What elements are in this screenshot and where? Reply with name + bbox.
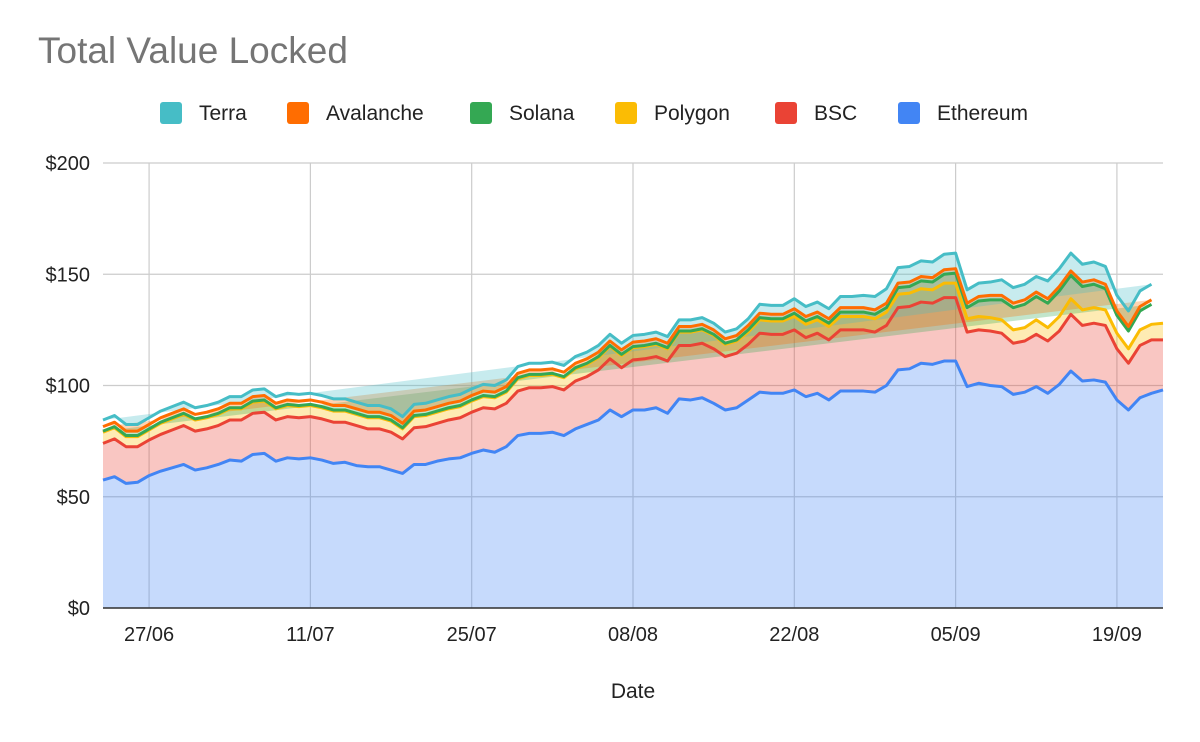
legend-label: Avalanche	[326, 102, 424, 125]
y-tick-label: $200	[46, 153, 91, 175]
legend-swatch	[898, 102, 920, 124]
grid	[103, 162, 1163, 609]
line-solana[interactable]	[102, 271, 1153, 438]
area-ethereum	[103, 361, 1163, 608]
x-tick-label: 25/07	[447, 624, 497, 646]
x-tick-label: 27/06	[124, 624, 174, 646]
legend[interactable]: Terra Avalanche Solana Polygon BSC Ethereum	[160, 102, 1028, 125]
legend-item-terra[interactable]: Terra	[160, 102, 247, 125]
y-tick-label: $0	[68, 598, 90, 620]
y-tick-label: $100	[46, 376, 91, 398]
legend-swatch	[287, 102, 309, 124]
legend-swatch	[775, 102, 797, 124]
line-avalanche[interactable]	[102, 267, 1153, 433]
y-tick-label: $50	[57, 487, 90, 509]
legend-label: BSC	[814, 102, 857, 125]
legend-item-polygon[interactable]: Polygon	[615, 102, 730, 125]
x-tick-label: 11/07	[286, 624, 335, 646]
legend-item-solana[interactable]: Solana	[470, 102, 575, 125]
area-solana	[103, 273, 1152, 436]
y-tick-label: $150	[46, 264, 91, 286]
x-tick-label: 22/08	[769, 624, 819, 646]
legend-swatch	[470, 102, 492, 124]
x-axis-label: Date	[611, 680, 655, 703]
x-tick-label: 05/09	[931, 624, 981, 646]
series-lines	[102, 251, 1164, 485]
area-bsc	[103, 297, 1163, 484]
line-bsc[interactable]	[102, 296, 1163, 449]
legend-swatch	[615, 102, 637, 124]
legend-item-avalanche[interactable]: Avalanche	[287, 102, 424, 125]
legend-item-ethereum[interactable]: Ethereum	[898, 102, 1028, 125]
legend-label: Terra	[199, 102, 247, 125]
legend-item-bsc[interactable]: BSC	[775, 102, 857, 125]
chart-title: Total Value Locked	[38, 30, 348, 71]
axes: $0 $50 $100 $150 $200 27/06 11/07 25/07 08/08 22/…	[46, 153, 1163, 646]
line-ethereum[interactable]	[102, 359, 1164, 485]
legend-label: Solana	[509, 102, 575, 125]
line-terra[interactable]	[102, 251, 1153, 426]
x-tick-label: 08/08	[608, 624, 658, 646]
x-tick-label: 19/09	[1092, 624, 1142, 646]
legend-label: Ethereum	[937, 102, 1028, 125]
legend-label: Polygon	[654, 102, 730, 125]
legend-swatch	[160, 102, 182, 124]
